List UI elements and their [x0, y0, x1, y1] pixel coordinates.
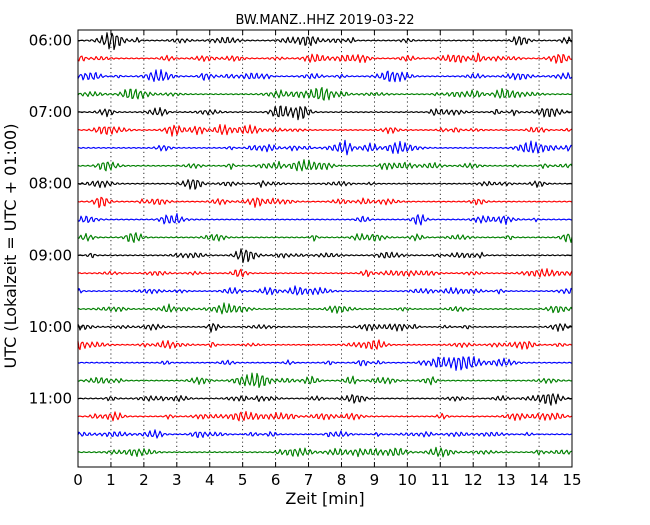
x-tick-label: 14	[530, 471, 549, 489]
seismogram-trace-12	[77, 232, 573, 243]
seismogram-trace-20	[77, 372, 573, 388]
trace-group	[77, 32, 573, 458]
x-tick-label: 1	[106, 471, 116, 489]
seismogram-trace-21	[77, 393, 573, 406]
seismogram-trace-18	[77, 339, 573, 351]
seismogram-trace-7	[77, 139, 573, 156]
seismogram-trace-10	[77, 196, 573, 209]
y-hour-label: 06:00	[29, 32, 72, 50]
x-tick-label: 6	[271, 471, 281, 489]
seismogram-trace-13	[77, 248, 573, 264]
seismogram-trace-6	[77, 124, 573, 137]
x-tick-label: 4	[205, 471, 215, 489]
x-tick-label: 12	[464, 471, 483, 489]
y-hour-label: 09:00	[29, 246, 72, 264]
x-tick-label: 7	[304, 471, 314, 489]
x-tick-label: 8	[337, 471, 347, 489]
x-tick-label: 13	[497, 471, 516, 489]
seismogram-trace-8	[77, 159, 573, 172]
seismogram-trace-2	[77, 52, 573, 64]
grid-lines	[110, 30, 540, 467]
axes: 0 1 2 3 4 5 6 7 8 9 10 11 12 13 14 1506:0007:0008:0009:…	[29, 29, 582, 489]
seismogram-trace-3	[77, 69, 573, 83]
x-tick-label: 2	[139, 471, 149, 489]
seismogram-trace-17	[77, 323, 573, 333]
y-hour-label: 10:00	[29, 318, 72, 336]
x-tick-label: 0	[73, 471, 83, 489]
x-axis-label: Zeit [min]	[285, 489, 364, 508]
x-tick-label: 10	[398, 471, 417, 489]
chart-title: BW.MANZ..HHZ 2019-03-22	[235, 13, 414, 28]
x-tick-label: 5	[238, 471, 248, 489]
y-hour-label: 08:00	[29, 175, 72, 193]
x-tick-label: 11	[431, 471, 450, 489]
seismogram-trace-11	[77, 213, 573, 226]
seismogram-trace-23	[77, 429, 573, 439]
seismogram-trace-5	[77, 105, 573, 121]
x-tick-label: 3	[172, 471, 182, 489]
y-hour-label: 11:00	[29, 390, 72, 408]
seismogram-trace-22	[77, 410, 573, 422]
y-hour-label: 07:00	[29, 103, 72, 121]
seismogram-trace-1	[77, 32, 573, 51]
seismogram-trace-4	[77, 86, 573, 101]
y-axis-label: UTC (Lokalzeit = UTC + 01:00)	[1, 124, 20, 369]
plot-frame	[77, 29, 573, 468]
seismogram-trace-14	[77, 268, 573, 278]
seismogram-trace-16	[77, 302, 573, 315]
seismogram-trace-9	[77, 179, 573, 190]
seismogram-trace-15	[77, 285, 573, 296]
seismogram-trace-19	[77, 356, 573, 371]
x-tick-label: 9	[370, 471, 380, 489]
seismogram-trace-24	[77, 446, 573, 458]
x-tick-label: 15	[562, 471, 581, 489]
